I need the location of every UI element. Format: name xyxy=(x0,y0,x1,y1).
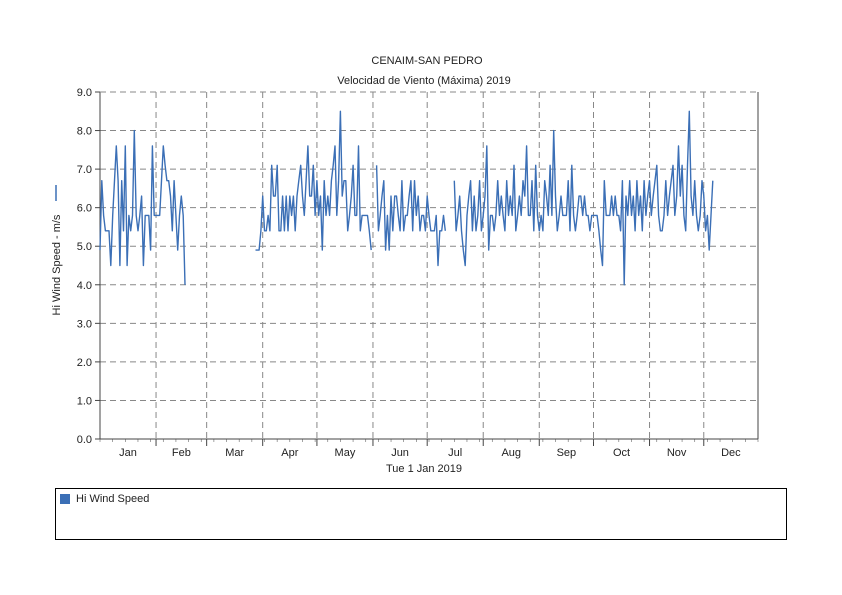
x-tick-label: Jul xyxy=(448,447,462,459)
x-tick-label: Nov xyxy=(667,447,687,459)
grid xyxy=(100,91,758,439)
x-tick-label: Jun xyxy=(391,447,409,459)
y-tick-label: 7.0 xyxy=(77,164,92,176)
legend-item: Hi Wind Speed xyxy=(60,493,149,505)
y-tick-label: 6.0 xyxy=(77,203,92,215)
series-line-hi-wind-speed xyxy=(375,165,446,267)
y-tick-label: 0.0 xyxy=(77,434,92,446)
y-tick-label: 2.0 xyxy=(77,357,92,369)
legend-swatch xyxy=(60,494,70,504)
x-tick-label: Mar xyxy=(225,447,244,459)
series-line-hi-wind-speed xyxy=(255,110,372,251)
y-tick-label: 3.0 xyxy=(77,318,92,330)
x-tick-label: Feb xyxy=(172,447,191,459)
y-axis-label: Hi Wind Speed - m/s xyxy=(51,214,63,315)
x-tick-label: Aug xyxy=(501,447,521,459)
chart-title: CENAIM-SAN PEDRO xyxy=(371,55,483,67)
y-tick-label: 5.0 xyxy=(77,241,92,253)
series-line-hi-wind-speed xyxy=(453,110,714,286)
legend-label: Hi Wind Speed xyxy=(76,493,150,505)
x-tick-label: Dec xyxy=(721,447,741,459)
x-tick-label: Jan xyxy=(119,447,137,459)
x-tick-label: Sep xyxy=(557,447,577,459)
legend: Hi Wind Speed xyxy=(55,488,787,540)
x-tick-label: Apr xyxy=(281,447,298,459)
series-layer xyxy=(99,110,714,286)
y-tick-label: 4.0 xyxy=(77,280,92,292)
series-line-hi-wind-speed xyxy=(99,129,186,285)
x-tick-label: May xyxy=(335,447,356,459)
y-tick-label: 9.0 xyxy=(77,87,92,99)
x-tick-label: Oct xyxy=(613,447,630,459)
x-axis-label: Tue 1 Jan 2019 xyxy=(386,463,462,475)
y-tick-label: 8.0 xyxy=(77,126,92,138)
y-axis-label-group: Hi Wind Speed - m/s xyxy=(51,185,63,315)
axes: 0.0 1.0 2.0 3.0 4.0 5.0 6.0 7.0 8.0 9.0 Jan Feb Mar A… xyxy=(77,87,759,459)
chart-subtitle: Velocidad de Viento (Máxima) 2019 xyxy=(337,75,510,87)
y-tick-label: 1.0 xyxy=(77,395,92,407)
